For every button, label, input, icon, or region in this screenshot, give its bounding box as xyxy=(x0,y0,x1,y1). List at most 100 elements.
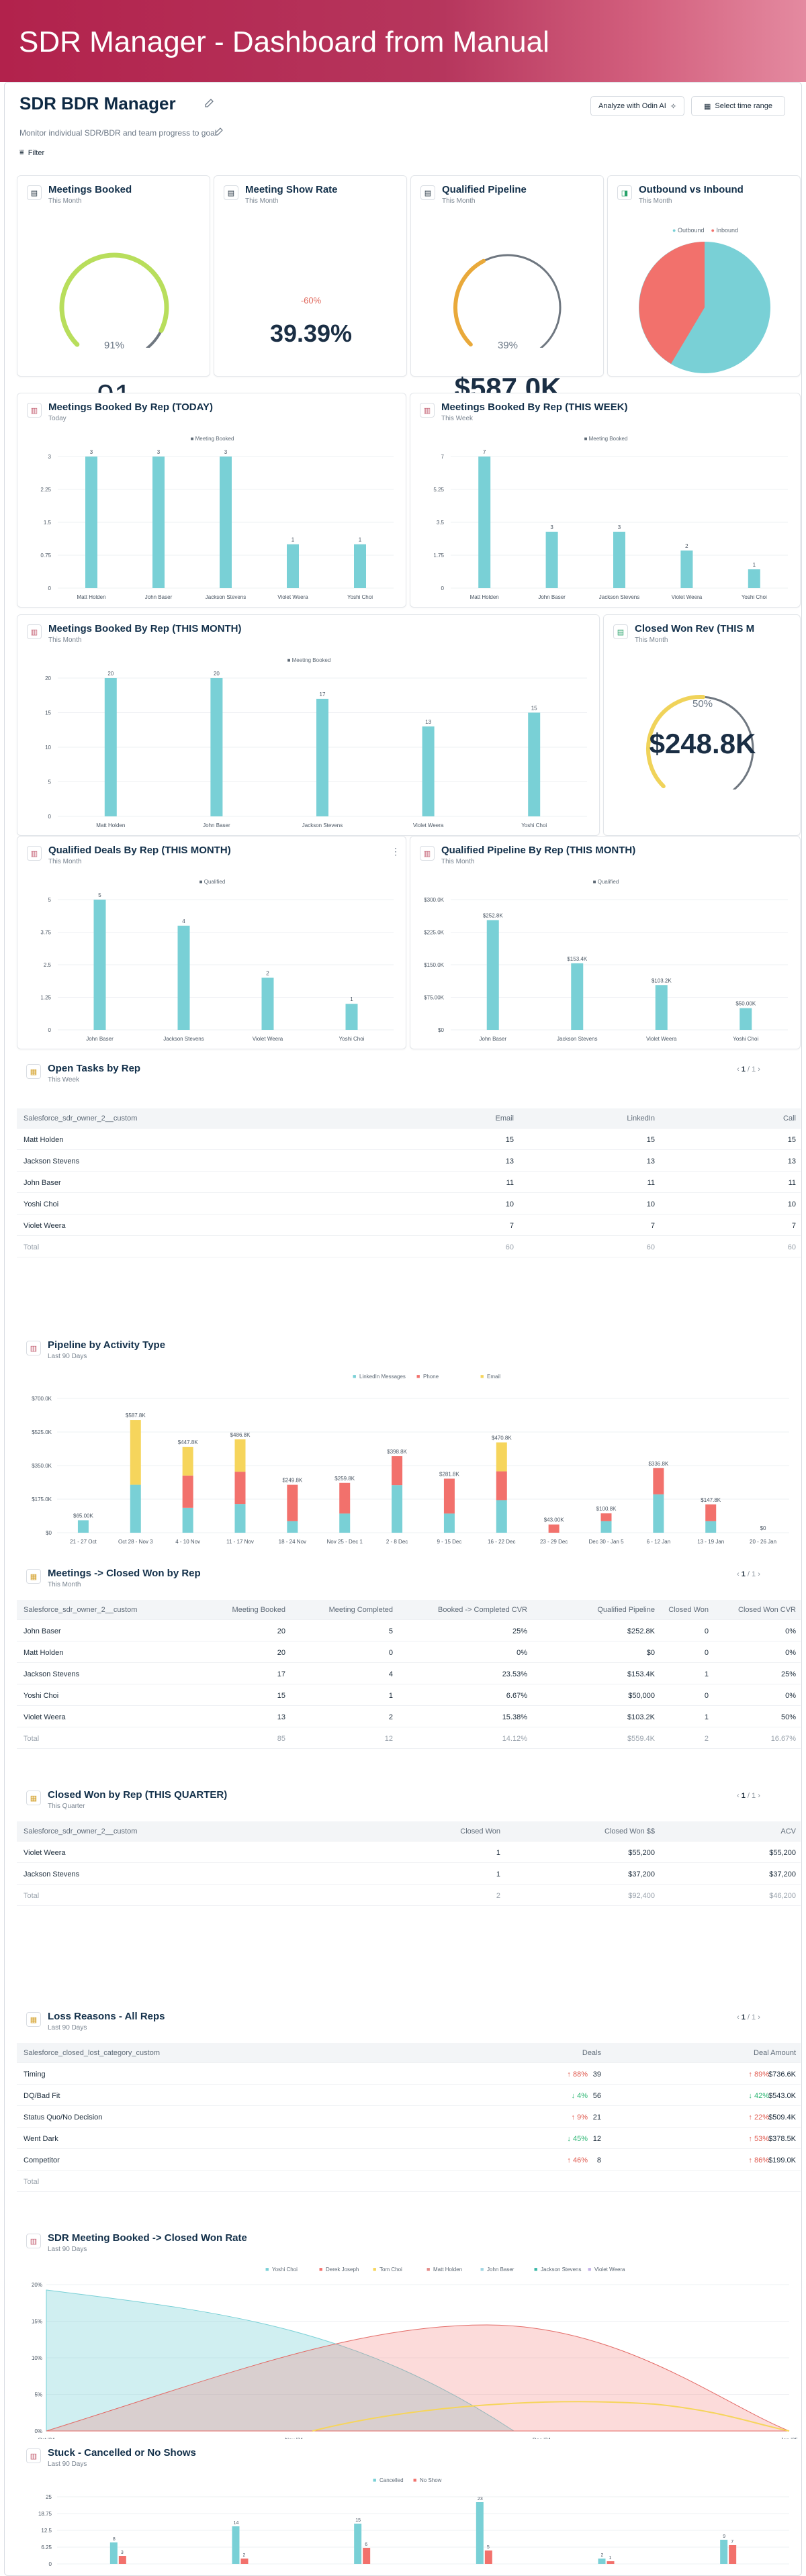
table-cell: John Baser xyxy=(24,1178,61,1187)
table-cell: 23.53% xyxy=(502,1670,527,1678)
table-cell: $55,200 xyxy=(769,1848,796,1857)
table-cell: $559.4K xyxy=(627,1734,655,1743)
bar-total-label: $587.8K xyxy=(126,1413,146,1419)
table-cell: 7 xyxy=(650,1221,655,1230)
table-cell: 13 xyxy=(505,1157,514,1165)
table-header-row[interactable]: Salesforce_sdr_owner_2__custom Closed Won… xyxy=(17,1821,801,1842)
bar-value-label: 23 xyxy=(478,2497,483,2501)
x-tick-label: Violet Weera xyxy=(277,594,308,600)
table-cell: 21 xyxy=(592,2113,601,2121)
bar-value-label: 3 xyxy=(224,449,228,455)
table-cell: 0% xyxy=(785,1648,796,1657)
dashboard-frame: SDR BDR Manager Monitor individual SDR/B… xyxy=(4,82,802,2576)
bar xyxy=(261,977,274,1030)
pager[interactable]: ‹ 1 / 1 › xyxy=(737,1792,760,1800)
table-cell: Timing xyxy=(24,2070,46,2079)
bar-value-label: 3 xyxy=(121,2550,124,2555)
legend-swatch: ■ xyxy=(480,1373,484,1380)
y-tick-label: 5.25 xyxy=(433,487,444,493)
table-total-row: Total 60 60 60 xyxy=(17,1237,801,1257)
filter-button[interactable]: ⩸ Filter xyxy=(19,148,44,157)
edit-subtitle-icon[interactable] xyxy=(214,127,224,136)
pager[interactable]: ‹ 1 / 1 › xyxy=(737,1570,760,1578)
bar-no-show xyxy=(240,2559,249,2564)
table-cell: 15 xyxy=(646,1135,655,1144)
table-cell: 60 xyxy=(787,1243,796,1251)
pie-slice-inbound xyxy=(639,242,705,364)
stack-segment xyxy=(392,1485,403,1533)
table-cell: ↑ 9% xyxy=(571,2113,588,2121)
table-cell: 10 xyxy=(505,1200,514,1208)
table-cell: Jackson Stevens xyxy=(24,1670,80,1678)
closed-won-quarter-card: ▦ Closed Won by Rep (THIS QUARTER) This … xyxy=(17,1781,801,1983)
chart-icon: ▥ xyxy=(420,846,435,861)
stack-segment xyxy=(339,1513,351,1533)
y-tick-label: $300.0K xyxy=(424,897,444,903)
outbound-inbound-pie xyxy=(639,242,770,373)
y-tick-label: 10 xyxy=(45,745,51,751)
y-tick-label: 20 xyxy=(45,675,51,681)
table-header-row[interactable]: Salesforce_sdr_owner_2__custom Meeting Bo… xyxy=(17,1600,801,1620)
card-subtitle: Last 90 Days xyxy=(48,2246,87,2253)
y-tick-label: 0% xyxy=(34,2428,42,2434)
time-range-button[interactable]: ▦ Select time range xyxy=(691,96,785,116)
table-cell: Salesforce_closed_lost_category_custom xyxy=(24,2048,161,2057)
table-row: Jackson Stevens 17 4 23.53% $153.4K 1 25% xyxy=(17,1664,801,1684)
bar-total-label: $447.8K xyxy=(178,1439,198,1445)
analyze-button[interactable]: Analyze with Odin AI ✧ xyxy=(590,96,684,116)
table-cell: Deal Amount xyxy=(754,2048,796,2057)
x-tick-label: Violet Weera xyxy=(413,822,444,828)
table-cell: 14.12% xyxy=(502,1734,527,1743)
bar-value-label: 7 xyxy=(483,449,486,455)
bar-value-label: 2 xyxy=(601,2553,604,2558)
x-tick-label: John Baser xyxy=(203,822,230,828)
kpi-value: $248.8K xyxy=(649,728,756,759)
table-row: Violet Weera 1 $55,200 $55,200 xyxy=(17,1843,801,1863)
y-tick-label: $150.0K xyxy=(424,962,444,968)
pager[interactable]: ‹ 1 / 1 › xyxy=(737,2013,760,2021)
table-cell: 13 xyxy=(787,1157,796,1165)
closed-won-gauge xyxy=(646,695,754,790)
table-cell: 15.38% xyxy=(502,1713,527,1721)
bar-value-label: 1 xyxy=(609,2556,612,2561)
chart-legend: ■ Meeting Booked xyxy=(287,657,331,663)
stack-segment xyxy=(705,1521,717,1533)
card-subtitle: This Month xyxy=(639,197,672,205)
table-cell: 20 xyxy=(277,1648,285,1657)
table-cell: $378.5K xyxy=(768,2134,796,2143)
table-header-row[interactable]: Salesforce_sdr_owner_2__custom Email Linke… xyxy=(17,1108,801,1129)
week-bar-chart: ■ Meeting Booked 0 1.75 3.5 5.25 7 7 Matt Holde… xyxy=(433,436,788,600)
y-tick-label: 15% xyxy=(32,2319,42,2325)
kpi-icon: ▤ xyxy=(613,624,628,639)
kpi-icon: ▤ xyxy=(420,185,435,200)
y-tick-label: 12.5 xyxy=(41,2528,52,2534)
bar-value-label: 15 xyxy=(531,706,537,712)
pager[interactable]: ‹ 1 / 1 › xyxy=(737,1065,760,1074)
y-tick-label: 3.75 xyxy=(40,930,51,936)
edit-title-icon[interactable] xyxy=(204,97,216,109)
table-cell: Call xyxy=(783,1114,796,1123)
bar-value-label: 20 xyxy=(107,671,114,677)
more-menu-icon[interactable]: ⋮ xyxy=(391,846,400,857)
legend-label: Cancelled xyxy=(379,2477,404,2483)
bar-total-label: $336.8K xyxy=(648,1461,668,1467)
rate-chart-card: ▥ SDR Meeting Booked -> Closed Won Rate … xyxy=(17,2224,801,2446)
legend-label: LinkedIn Messages xyxy=(359,1374,406,1380)
x-tick-label: Yoshi Choi xyxy=(339,1036,365,1042)
bar-value-label: 5 xyxy=(98,892,101,898)
table-header-row: Salesforce_closed_lost_category_custom De… xyxy=(17,2043,801,2063)
table-cell: $92,400 xyxy=(628,1891,655,1900)
sparkle-icon: ✧ xyxy=(670,102,677,111)
legend-swatch: ■ xyxy=(413,2477,416,2483)
legend-swatch: ■ xyxy=(373,2266,376,2273)
x-tick-label: Yoshi Choi xyxy=(521,822,547,828)
x-tick-label: 20 - 26 Jan xyxy=(750,1539,776,1545)
table-cell: Violet Weera xyxy=(24,1848,66,1857)
activity-stacked-chart: ■ LinkedIn Messages ■ Phone ■ Email$0$175.0K$… xyxy=(32,1373,789,1545)
table-cell: $50,000 xyxy=(628,1691,655,1700)
x-tick-label: Jackson Stevens xyxy=(206,594,246,600)
legend-inbound: ● Inbound xyxy=(711,227,739,234)
table-total-row: Total 85 12 14.12% $559.4K 2 16.67% xyxy=(17,1729,801,1749)
x-tick-label: Violet Weera xyxy=(253,1036,283,1042)
table-cell: ↓ 42% xyxy=(748,2091,769,2100)
